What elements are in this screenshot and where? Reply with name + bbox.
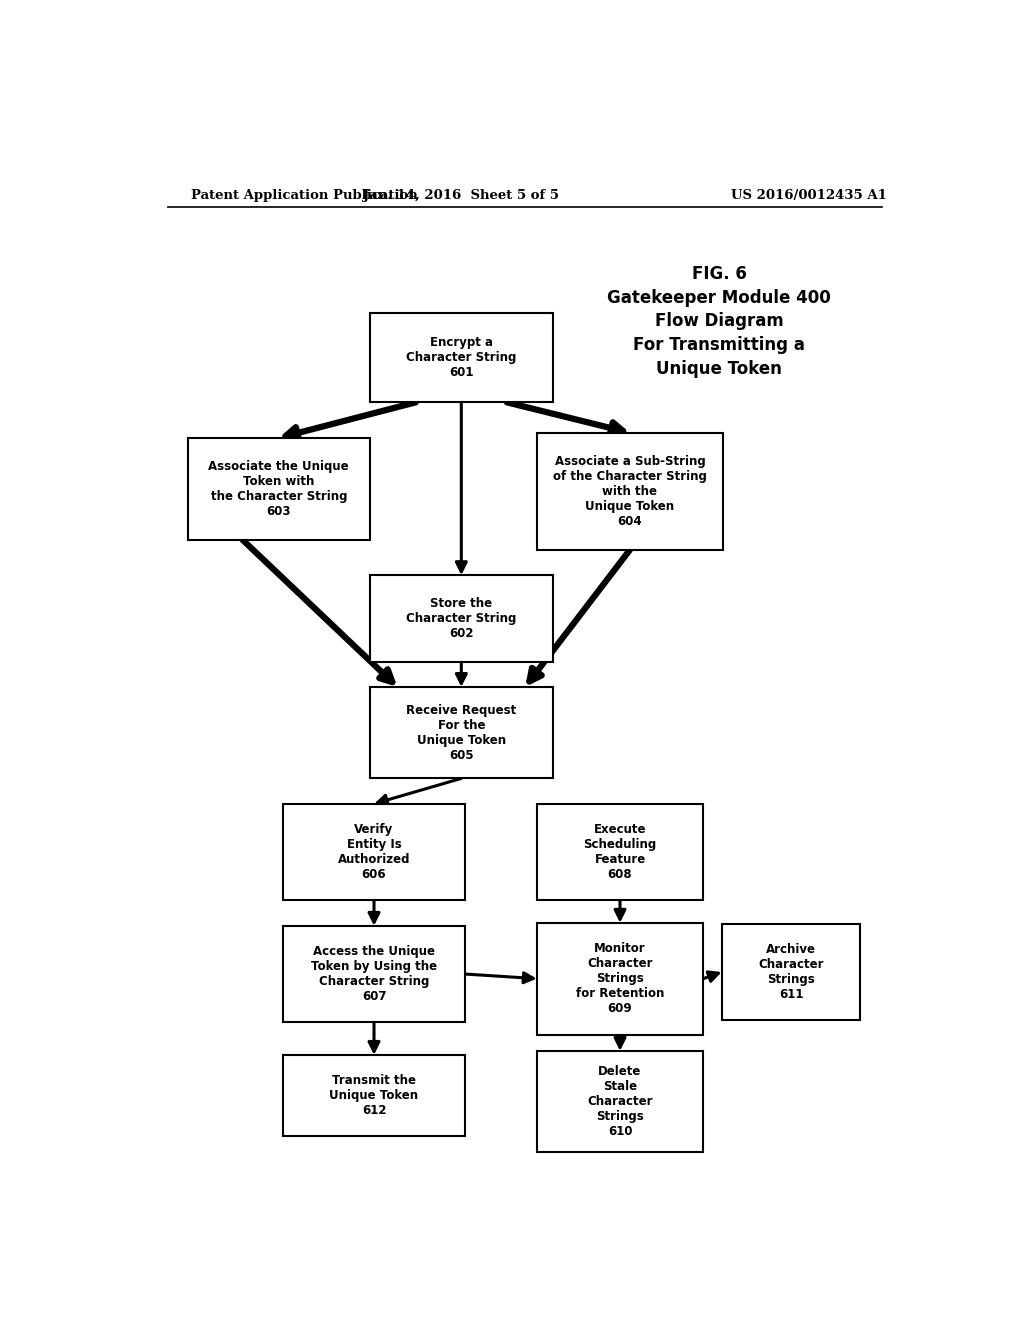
FancyBboxPatch shape xyxy=(370,313,553,403)
Text: Delete
Stale
Character
Strings
610: Delete Stale Character Strings 610 xyxy=(588,1065,652,1138)
FancyBboxPatch shape xyxy=(722,924,860,1020)
Text: FIG. 6
Gatekeeper Module 400
Flow Diagram
For Transmitting a
Unique Token: FIG. 6 Gatekeeper Module 400 Flow Diagra… xyxy=(607,265,831,378)
Text: Execute
Scheduling
Feature
608: Execute Scheduling Feature 608 xyxy=(584,824,656,880)
FancyBboxPatch shape xyxy=(370,686,553,779)
Text: Verify
Entity Is
Authorized
606: Verify Entity Is Authorized 606 xyxy=(338,824,411,880)
Text: Access the Unique
Token by Using the
Character String
607: Access the Unique Token by Using the Cha… xyxy=(311,945,437,1003)
FancyBboxPatch shape xyxy=(283,1055,465,1137)
Text: Encrypt a
Character String
601: Encrypt a Character String 601 xyxy=(407,337,516,379)
FancyBboxPatch shape xyxy=(370,576,553,661)
Text: Archive
Character
Strings
611: Archive Character Strings 611 xyxy=(759,942,823,1001)
Text: US 2016/0012435 A1: US 2016/0012435 A1 xyxy=(731,189,887,202)
FancyBboxPatch shape xyxy=(537,804,703,900)
FancyBboxPatch shape xyxy=(283,925,465,1022)
FancyBboxPatch shape xyxy=(537,433,723,549)
FancyBboxPatch shape xyxy=(537,923,703,1035)
Text: Patent Application Publication: Patent Application Publication xyxy=(191,189,418,202)
Text: Associate a Sub-String
of the Character String
with the
Unique Token
604: Associate a Sub-String of the Character … xyxy=(553,455,707,528)
Text: Transmit the
Unique Token
612: Transmit the Unique Token 612 xyxy=(330,1074,419,1117)
FancyBboxPatch shape xyxy=(187,438,370,540)
Text: Monitor
Character
Strings
for Retention
609: Monitor Character Strings for Retention … xyxy=(575,942,665,1015)
FancyBboxPatch shape xyxy=(537,1051,703,1152)
Text: Receive Request
For the
Unique Token
605: Receive Request For the Unique Token 605 xyxy=(407,704,516,762)
FancyBboxPatch shape xyxy=(283,804,465,900)
Text: Jan. 14, 2016  Sheet 5 of 5: Jan. 14, 2016 Sheet 5 of 5 xyxy=(364,189,559,202)
Text: Associate the Unique
Token with
the Character String
603: Associate the Unique Token with the Char… xyxy=(209,459,349,517)
Text: Store the
Character String
602: Store the Character String 602 xyxy=(407,597,516,640)
